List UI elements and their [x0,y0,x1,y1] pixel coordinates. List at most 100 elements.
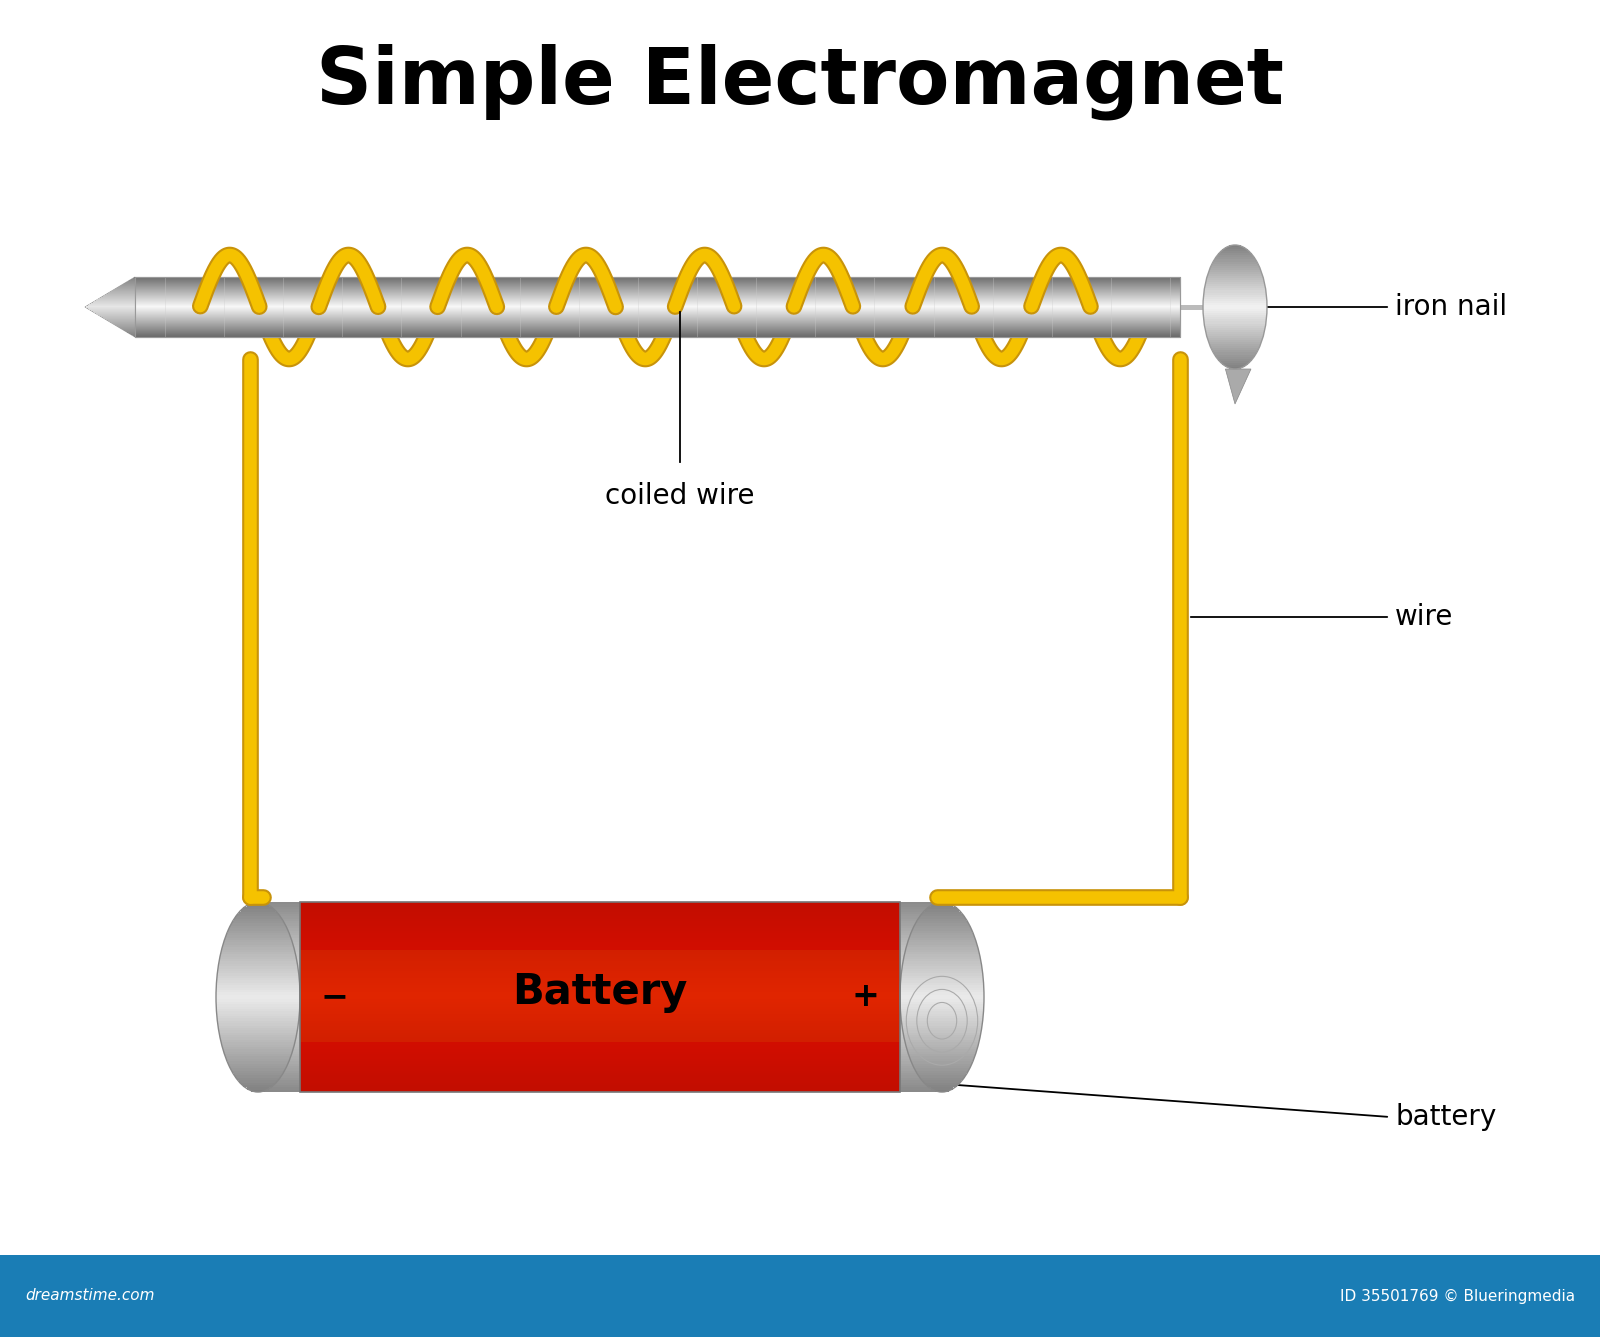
Bar [1211,349,1258,350]
Bar [301,945,899,947]
Bar [901,976,982,977]
Bar [258,985,301,988]
Bar [899,947,942,949]
Bar [216,1001,299,1004]
Bar [914,1066,970,1068]
Bar [301,1020,899,1023]
Bar [227,1059,290,1062]
Bar [1203,301,1267,303]
Bar [301,904,899,906]
Bar [301,983,899,985]
Bar [1205,286,1266,289]
Bar [1214,259,1256,262]
Bar [902,1025,982,1028]
FancyBboxPatch shape [0,1255,1600,1337]
Bar [899,1032,942,1035]
Bar [258,977,301,980]
Bar [258,928,301,931]
Bar [301,997,899,999]
Bar [258,1020,301,1023]
Bar [899,977,942,980]
Bar [258,1001,301,1004]
Bar [301,977,899,980]
Bar [258,943,301,945]
Bar [1205,328,1266,330]
Bar [907,1047,978,1050]
Bar [899,1019,942,1020]
Bar [258,949,301,952]
Bar [936,902,949,904]
Bar [899,919,942,921]
Bar [258,1038,301,1040]
Bar [1211,263,1258,266]
Bar [301,949,899,952]
Bar [301,940,899,943]
Bar [258,1009,301,1011]
Bar [258,1062,301,1063]
Bar [1203,317,1267,320]
Bar [902,968,982,971]
Bar [899,1059,942,1062]
Bar [226,936,290,937]
Bar [237,915,280,916]
Bar [912,931,973,933]
Bar [899,1090,942,1092]
Bar [258,1016,301,1019]
Bar [1203,308,1267,309]
Bar [1208,340,1262,342]
Bar [1214,258,1254,259]
Bar [301,1052,899,1054]
Polygon shape [85,277,134,337]
Bar [899,1078,942,1080]
Bar [899,921,942,924]
Bar [301,973,899,976]
Bar [1206,336,1262,338]
Bar [917,1071,968,1074]
Bar [1203,303,1267,305]
Bar [1208,271,1262,274]
Bar [899,940,942,943]
Bar [258,1087,301,1090]
Bar [931,904,954,906]
Bar [258,1028,301,1031]
Bar [1203,294,1267,297]
Bar [258,909,301,912]
Bar [899,1068,942,1071]
Bar [917,1074,966,1075]
Bar [134,277,1181,337]
Bar [904,955,979,957]
Bar [230,1068,285,1071]
Bar [258,902,301,904]
Bar [899,936,942,937]
Bar [216,1011,299,1013]
Bar [901,1001,984,1004]
Bar [216,988,299,989]
Bar [229,1063,288,1066]
Bar [301,943,899,945]
Bar [899,999,942,1001]
Bar [258,983,301,985]
Bar [216,999,299,1001]
Bar [899,904,942,906]
Text: battery: battery [1395,1103,1496,1131]
Bar [899,1038,942,1040]
Bar [301,906,899,909]
Bar [1216,255,1253,258]
Bar [246,904,269,906]
Bar [258,937,301,940]
Bar [258,1071,301,1074]
Bar [301,1063,899,1066]
Bar [216,995,299,997]
Bar [219,1031,298,1032]
Bar [899,1063,942,1066]
Bar [238,912,277,915]
Bar [1229,245,1242,247]
Bar [1211,266,1259,267]
Bar [258,1025,301,1028]
Bar [237,1078,280,1080]
Bar [258,1019,301,1020]
Bar [1229,366,1242,369]
Bar [923,912,962,915]
Bar [899,989,942,992]
Bar [301,924,899,925]
